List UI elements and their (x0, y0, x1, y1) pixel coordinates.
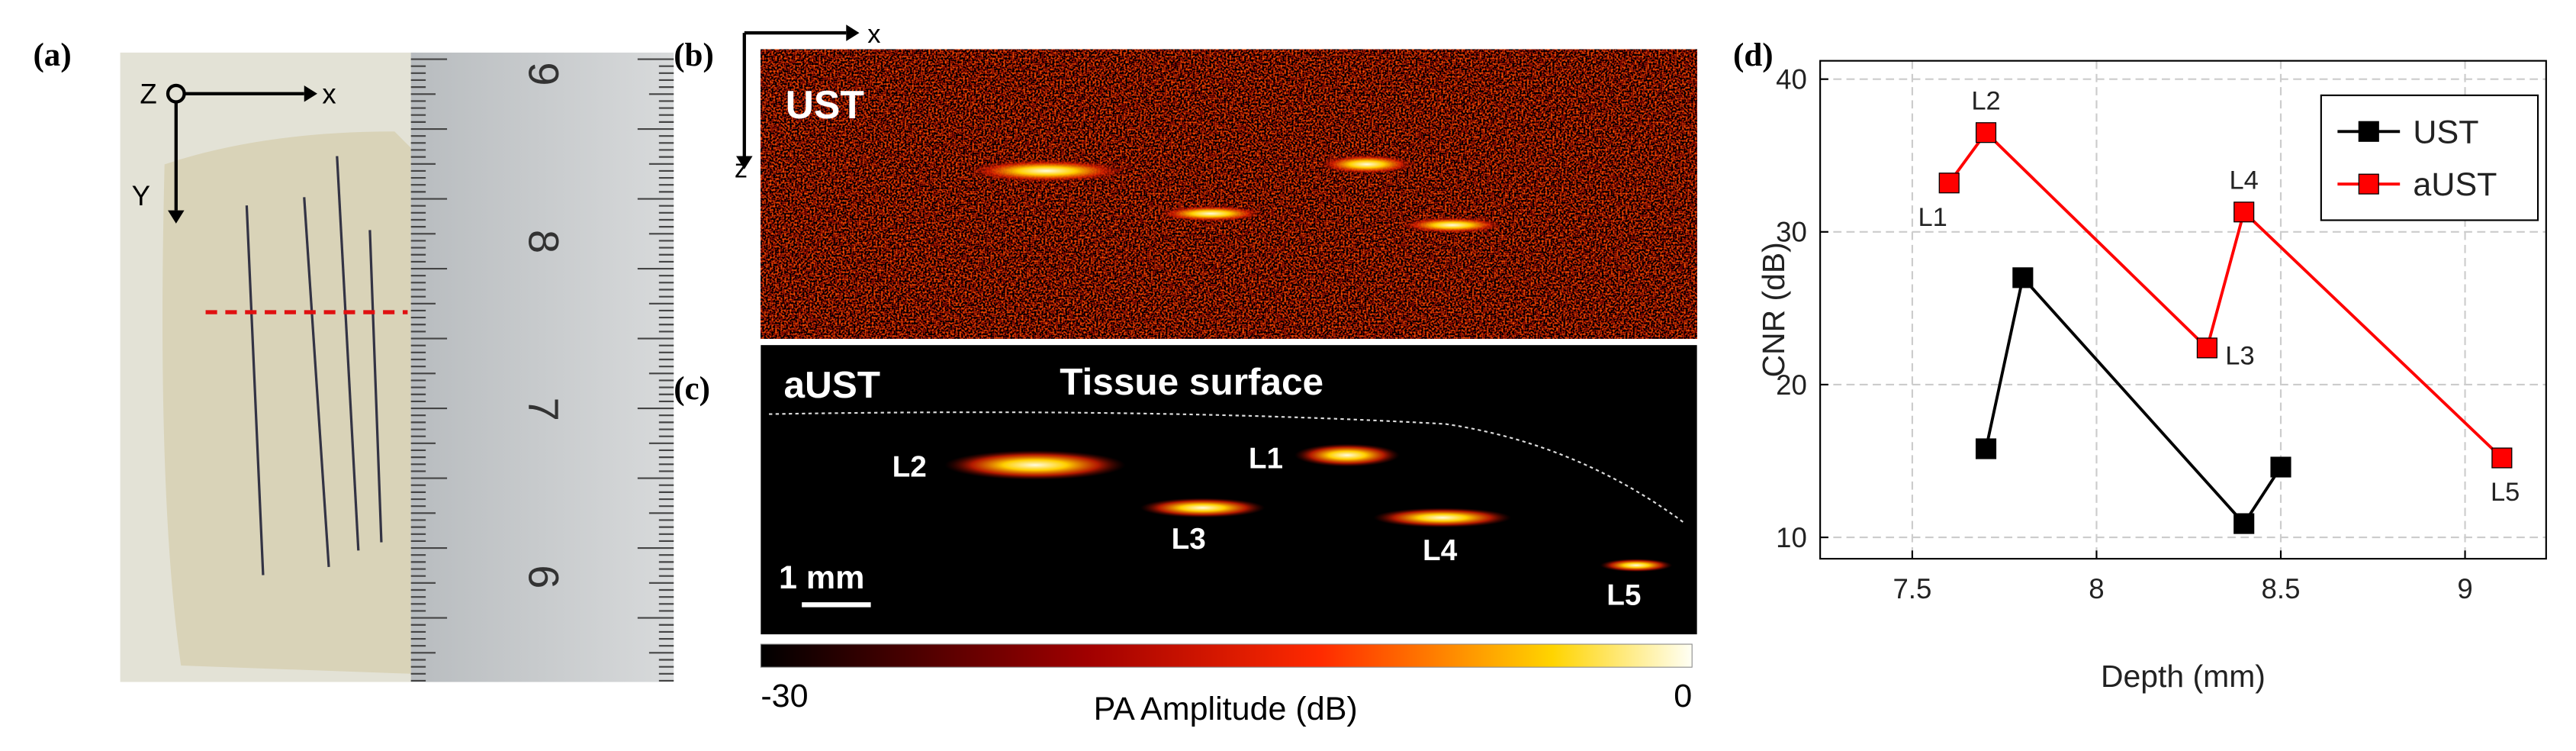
panel-label: (c) (674, 371, 710, 407)
spot (1600, 559, 1673, 572)
axis-arrows (742, 31, 847, 156)
panel-c: (c) aUST Tissue surface L1 L2 L3 L4 L5 1… (674, 345, 1697, 727)
legend-label: UST (2413, 114, 2478, 150)
marker (2270, 456, 2291, 478)
colorbar-tick-label: -30 (761, 678, 808, 714)
legend-label: aUST (2413, 166, 2497, 203)
marker (1975, 438, 1997, 459)
series-line (1984, 274, 2282, 527)
marker (1938, 172, 1960, 194)
speckle (761, 49, 1697, 339)
y-tick-label: 40 (1776, 64, 1807, 95)
ruler-label: 6 (520, 565, 568, 588)
colorbar-tick-label: 0 (1674, 678, 1692, 714)
lesion-label: L4 (1423, 534, 1458, 567)
spot (1399, 217, 1505, 234)
x-tick-label: 7.5 (1893, 573, 1931, 604)
legend-marker (2358, 121, 2379, 142)
ruler-label: 8 (520, 230, 568, 253)
axis-label: Y (132, 180, 150, 211)
image-title: UST (786, 82, 864, 127)
spot (1294, 443, 1400, 467)
image-title: aUST (783, 364, 880, 406)
legend-box (2320, 94, 2539, 221)
panel-label: (b) (674, 37, 714, 73)
marker (2012, 267, 2034, 288)
x-tick-label: 9 (2457, 573, 2472, 604)
y-tick-label: 20 (1776, 369, 1807, 401)
axis-label: z (735, 155, 748, 184)
spot (1373, 508, 1512, 528)
y-tick-label: 30 (1776, 217, 1807, 248)
colorbar-label: PA Amplitude (dB) (1094, 691, 1358, 727)
ruler-ticks (410, 58, 674, 682)
lesion-label: L3 (1172, 523, 1206, 556)
spot (964, 159, 1129, 183)
panel-label: (a) (33, 37, 71, 73)
point-label: L1 (1918, 203, 1947, 232)
axis-label: x (867, 20, 880, 49)
scale-bar-label: 1 mm (779, 559, 864, 596)
annotation: Tissue surface (1060, 361, 1323, 403)
y-tick-label: 10 (1776, 522, 1807, 553)
sutures (245, 156, 383, 575)
arrowheads (736, 24, 860, 169)
ruler-label: 9 (520, 62, 568, 85)
ruler-label: 7 (520, 398, 568, 421)
panel-label: (d) (1733, 37, 1774, 73)
marker (2233, 513, 2255, 534)
spot (1317, 154, 1417, 175)
marker (2491, 447, 2513, 469)
surface-line (769, 411, 1685, 524)
lesion-label: L5 (1606, 579, 1641, 611)
axis-label: x (322, 79, 336, 110)
marker (2233, 201, 2255, 223)
point-label: L4 (2230, 166, 2259, 195)
marker (1975, 122, 1997, 143)
marker (2196, 337, 2217, 359)
point-label: L2 (1971, 87, 2000, 116)
panel-b: (b) UST x z (674, 20, 1697, 339)
ruler (410, 52, 674, 682)
panel-d: (d) 7.5 8 8.5 9 10 20 30 40 Depth (mm) CNR (dB) L1… (1733, 37, 2547, 694)
colorbar-ticks: -30 0 (761, 678, 1692, 714)
colorbar (760, 643, 1693, 668)
image-background (761, 345, 1697, 635)
spot (1140, 498, 1265, 518)
x-axis-label: Depth (mm) (2101, 659, 2266, 694)
x-tick-label: 8 (2089, 573, 2104, 604)
lesion-label: L2 (892, 450, 927, 483)
panel-a: (a) Z x Y (33, 37, 674, 682)
tissue (162, 131, 411, 674)
spot (944, 450, 1126, 480)
legend-marker (2358, 173, 2379, 195)
lesion-label: L1 (1249, 443, 1283, 475)
point-label: L3 (2225, 341, 2254, 370)
y-axis-label: CNR (dB) (1756, 242, 1791, 377)
axis-label: Z (140, 79, 156, 110)
point-label: L5 (2491, 478, 2520, 507)
plot-frame (1819, 60, 2547, 560)
spot (1156, 205, 1265, 222)
x-tick-label: 8.5 (2262, 573, 2301, 604)
